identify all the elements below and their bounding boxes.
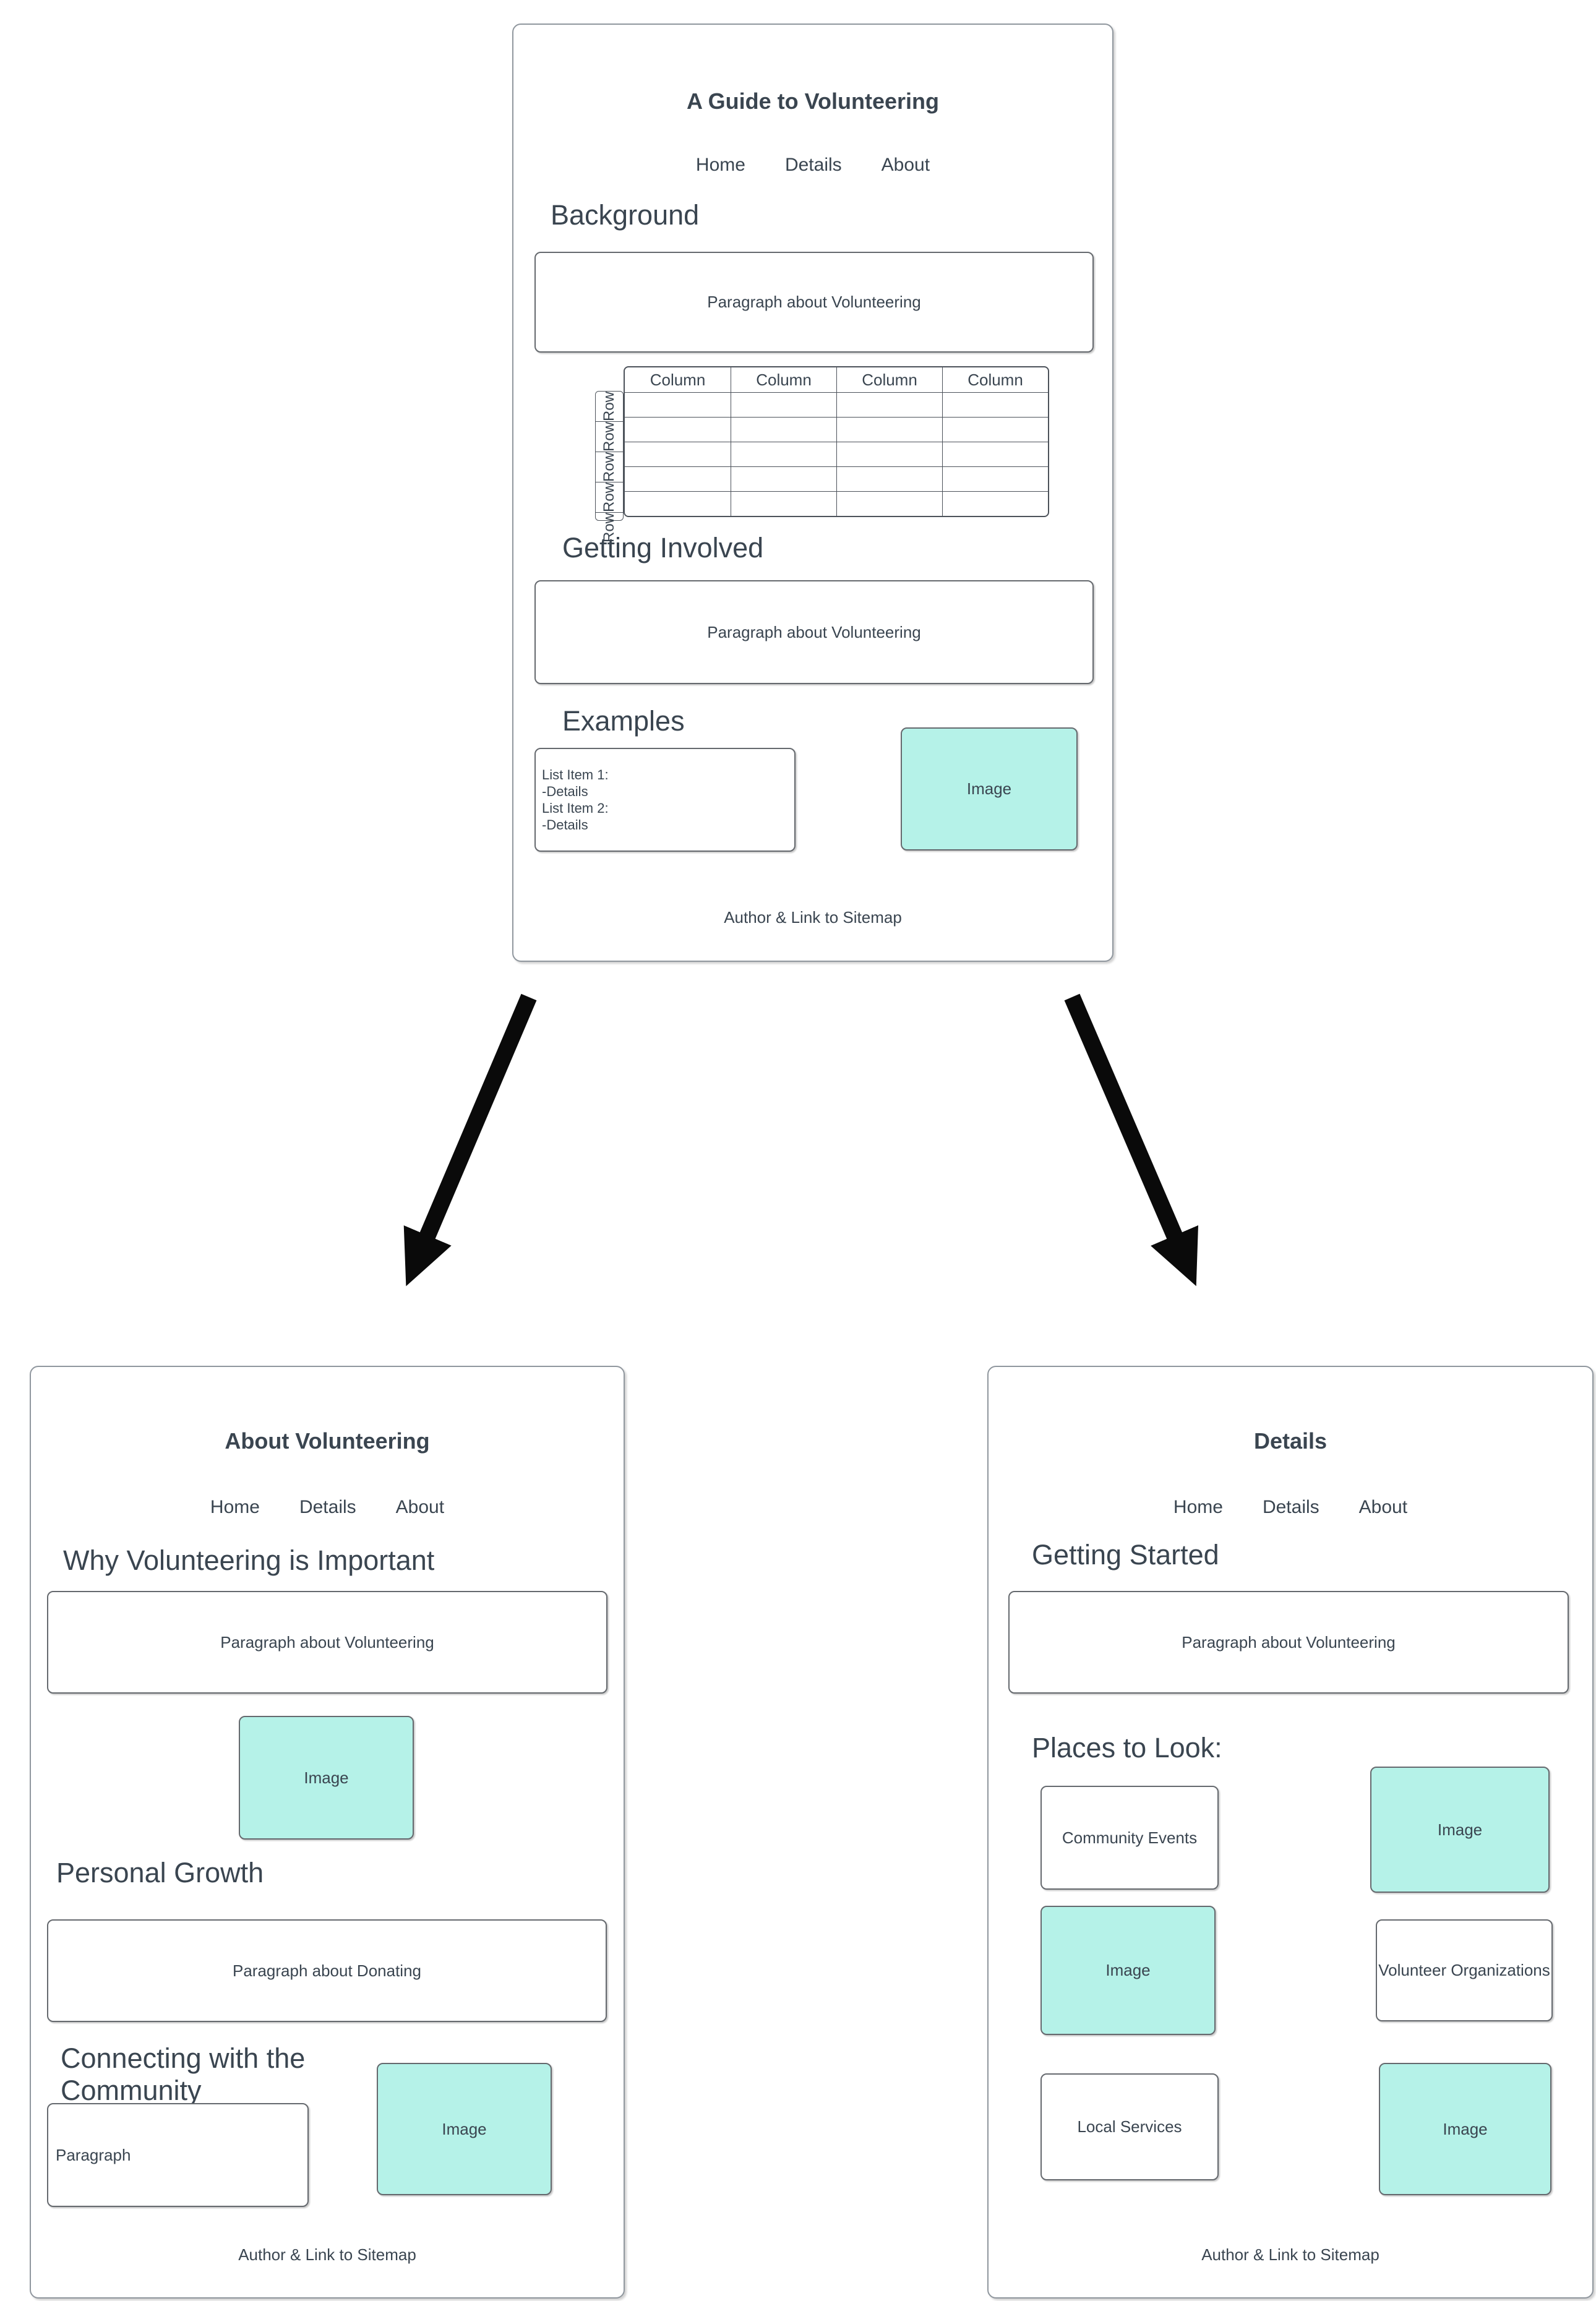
nav-item-details[interactable]: Details	[1262, 1497, 1319, 1517]
image-placeholder-label: Image	[1105, 1961, 1151, 1979]
page-title: About Volunteering	[225, 1428, 430, 1454]
image-placeholder-label: Image	[442, 2119, 487, 2138]
paragraph-placeholder: Paragraph about Volunteering	[1182, 1632, 1396, 1652]
arrow-home-to-about	[403, 993, 537, 1287]
table-cell	[942, 491, 1048, 516]
image-placeholder-label: Image	[1443, 2119, 1488, 2138]
list-box-examples: List Item 1: -Details List Item 2: -Deta…	[534, 748, 796, 852]
table-cell	[625, 392, 731, 417]
paragraph-box-getting-started: Paragraph about Volunteering	[1008, 1591, 1569, 1694]
table-cell	[836, 392, 942, 417]
card-label: Community Events	[1062, 1828, 1198, 1847]
page-details: Details Home Details About Getting Start…	[987, 1366, 1594, 2299]
nav: Home Details About	[31, 1497, 624, 1518]
table-cell	[836, 466, 942, 491]
section-heading-personal-growth: Personal Growth	[56, 1857, 264, 1888]
table-cell	[731, 442, 836, 466]
list-line: List Item 1:	[542, 767, 609, 782]
table-cell	[836, 491, 942, 516]
section-heading-why-important: Why Volunteering is Important	[63, 1545, 435, 1576]
table-row-label: Row	[596, 512, 623, 542]
card-community-events: Community Events	[1040, 1786, 1219, 1890]
paragraph-box-donating: Paragraph about Donating	[47, 1919, 607, 2022]
page-home: A Guide to Volunteering Home Details Abo…	[512, 24, 1113, 962]
table-cell	[942, 392, 1048, 417]
list-line: List Item 2:	[542, 800, 609, 816]
table-cell	[625, 466, 731, 491]
card-label: Volunteer Organizations	[1378, 1961, 1550, 1979]
table-column-header: Column	[836, 367, 942, 392]
table-cell	[625, 491, 731, 516]
section-heading-examples: Examples	[562, 705, 685, 737]
table-cell	[942, 417, 1048, 442]
table-cell	[836, 442, 942, 466]
table-row-label: Row	[596, 421, 623, 452]
card-volunteer-organizations: Volunteer Organizations	[1376, 1919, 1553, 2021]
table-row-label-strip: Row Row Row Row Row	[595, 391, 624, 542]
nav-item-home[interactable]: Home	[210, 1497, 260, 1517]
image-placeholder-label: Image	[304, 1768, 349, 1787]
nav-item-home[interactable]: Home	[1173, 1497, 1223, 1517]
paragraph-placeholder: Paragraph about Volunteering	[707, 293, 921, 311]
page-title: A Guide to Volunteering	[687, 88, 939, 114]
arrow-home-to-details	[1064, 993, 1199, 1287]
nav-item-details[interactable]: Details	[784, 155, 842, 175]
image-placeholder: Image	[1379, 2063, 1551, 2195]
footer-sitemap-link[interactable]: Author & Link to Sitemap	[724, 908, 902, 927]
paragraph-placeholder: Paragraph about Volunteering	[220, 1632, 434, 1652]
table-cell	[731, 392, 836, 417]
image-placeholder: Image	[1040, 1906, 1216, 2035]
card-local-services: Local Services	[1040, 2073, 1219, 2180]
paragraph-placeholder: Paragraph about Donating	[232, 1961, 421, 1980]
image-placeholder: Image	[901, 727, 1078, 851]
page-about: About Volunteering Home Details About Wh…	[30, 1366, 625, 2299]
nav: Home Details About	[989, 1497, 1592, 1518]
section-heading-getting-started: Getting Started	[1032, 1539, 1219, 1570]
table-cell	[942, 442, 1048, 466]
section-heading-background: Background	[551, 199, 700, 231]
nav: Home Details About	[513, 155, 1112, 176]
paragraph-placeholder: Paragraph	[56, 2145, 131, 2164]
nav-item-about[interactable]: About	[881, 155, 930, 175]
paragraph-placeholder: Paragraph about Volunteering	[707, 622, 921, 641]
image-placeholder: Image	[239, 1716, 414, 1840]
section-heading-connecting: Connecting with the Community	[61, 2042, 306, 2107]
page-title: Details	[1253, 1428, 1328, 1454]
table-cell	[731, 491, 836, 516]
list-line: -Details	[542, 784, 588, 799]
table-cell	[625, 442, 731, 466]
table-row-label: Row	[596, 452, 623, 482]
image-placeholder-label: Image	[966, 779, 1012, 798]
paragraph-box-background: Paragraph about Volunteering	[534, 252, 1094, 353]
nav-item-about[interactable]: About	[395, 1497, 445, 1517]
table-cell	[731, 466, 836, 491]
table-cell	[942, 466, 1048, 491]
table-row-label: Row	[596, 482, 623, 512]
nav-item-details[interactable]: Details	[299, 1497, 356, 1517]
paragraph-box-why-important: Paragraph about Volunteering	[47, 1591, 607, 1694]
image-placeholder: Image	[377, 2063, 552, 2195]
table-row-label: Row	[601, 392, 617, 422]
image-placeholder: Image	[1370, 1767, 1550, 1893]
wireframe-table: Column Column Column Column	[624, 366, 1049, 517]
table-cell	[625, 417, 731, 442]
table-column-header: Column	[650, 370, 706, 389]
list-line: -Details	[542, 817, 588, 833]
table-cell	[836, 417, 942, 442]
section-heading-getting-involved: Getting Involved	[562, 532, 764, 563]
table-column-header: Column	[731, 367, 836, 392]
paragraph-box-connecting: Paragraph	[47, 2103, 309, 2207]
image-placeholder-label: Image	[1437, 1820, 1483, 1839]
footer-sitemap-link[interactable]: Author & Link to Sitemap	[1201, 2245, 1379, 2264]
paragraph-box-getting-involved: Paragraph about Volunteering	[534, 580, 1094, 684]
table-column-header: Column	[942, 367, 1048, 392]
footer-sitemap-link[interactable]: Author & Link to Sitemap	[238, 2245, 416, 2264]
table-cell	[731, 417, 836, 442]
nav-item-home[interactable]: Home	[695, 155, 745, 175]
card-label: Local Services	[1077, 2117, 1182, 2136]
nav-item-about[interactable]: About	[1358, 1497, 1408, 1517]
section-heading-places-to-look: Places to Look:	[1032, 1732, 1222, 1763]
